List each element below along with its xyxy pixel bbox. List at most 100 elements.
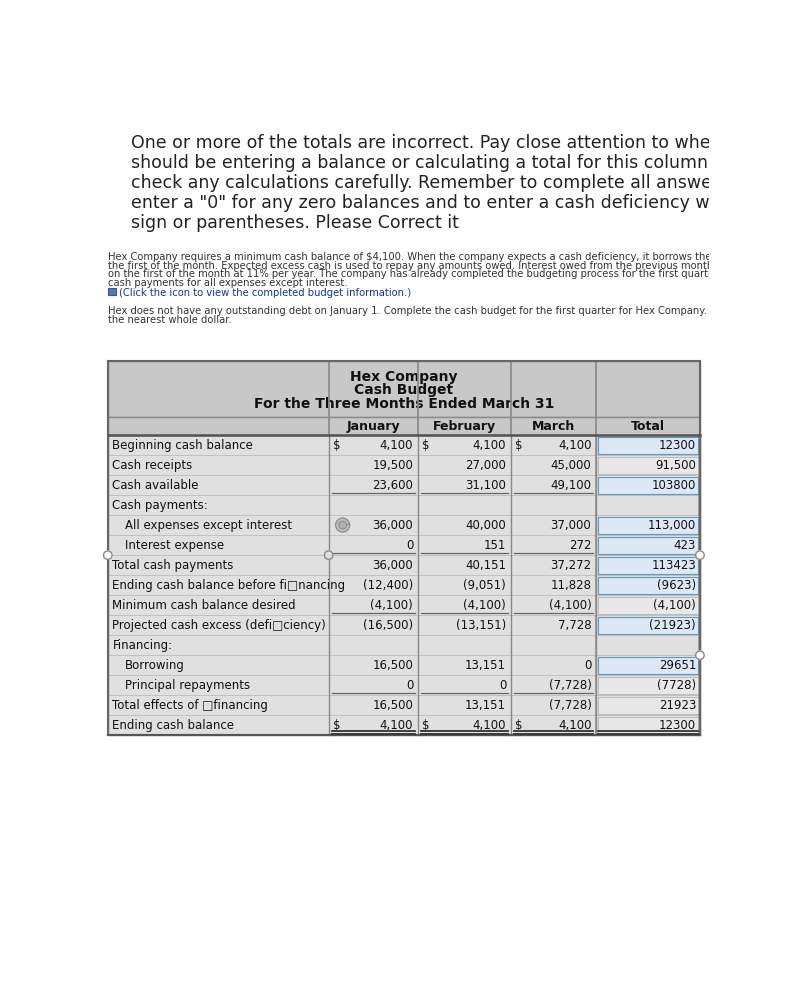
Text: 272: 272: [569, 538, 592, 551]
Text: (7,728): (7,728): [548, 699, 592, 711]
Text: the nearest whole dollar.: the nearest whole dollar.: [108, 315, 232, 325]
Text: 13,151: 13,151: [465, 699, 506, 711]
Text: (13,151): (13,151): [456, 618, 506, 631]
Text: 4,100: 4,100: [380, 439, 413, 452]
Circle shape: [696, 551, 704, 559]
Text: 12300: 12300: [659, 719, 696, 732]
Text: 49,100: 49,100: [550, 478, 592, 492]
Text: 4,100: 4,100: [473, 719, 506, 732]
Text: Borrowing: Borrowing: [125, 659, 184, 672]
Text: (4,100): (4,100): [653, 599, 696, 612]
Text: (16,500): (16,500): [363, 618, 413, 631]
Text: 4,100: 4,100: [380, 719, 413, 732]
Text: should be entering a balance or calculating a total for this column. Please: should be entering a balance or calculat…: [131, 154, 776, 172]
Text: Ending cash balance: Ending cash balance: [113, 719, 235, 732]
Text: 12300: 12300: [659, 439, 696, 452]
Bar: [598, 517, 698, 534]
Text: 4,100: 4,100: [558, 719, 592, 732]
Text: March: March: [532, 420, 575, 433]
Text: (4,100): (4,100): [370, 599, 413, 612]
Text: 0: 0: [499, 679, 506, 692]
Text: $: $: [422, 719, 430, 732]
Text: 103800: 103800: [652, 478, 696, 492]
Text: $: $: [333, 719, 341, 732]
Text: Minimum cash balance desired: Minimum cash balance desired: [113, 599, 296, 612]
Text: (7728): (7728): [657, 679, 696, 692]
Text: 37,000: 37,000: [551, 519, 592, 532]
Text: sign or parentheses. Please Correct it: sign or parentheses. Please Correct it: [131, 214, 459, 232]
Text: Financing:: Financing:: [113, 638, 173, 652]
Text: Cash Budget: Cash Budget: [355, 382, 453, 396]
Bar: [598, 437, 698, 453]
Bar: [598, 577, 698, 594]
Text: $: $: [515, 439, 523, 452]
Text: (12,400): (12,400): [363, 579, 413, 592]
Text: $: $: [333, 439, 341, 452]
Text: 13,151: 13,151: [465, 659, 506, 672]
Text: (9,051): (9,051): [463, 579, 506, 592]
Text: One or more of the totals are incorrect. Pay close attention to whether you: One or more of the totals are incorrect.…: [131, 134, 784, 152]
Bar: [108, 417, 700, 435]
Text: 4,100: 4,100: [558, 439, 592, 452]
Bar: [108, 435, 700, 735]
Text: 31,100: 31,100: [465, 478, 506, 492]
Text: Total cash payments: Total cash payments: [113, 558, 234, 572]
Circle shape: [103, 551, 112, 559]
Text: Projected cash excess (defi□ciency): Projected cash excess (defi□ciency): [113, 618, 326, 631]
Text: Hex Company: Hex Company: [350, 370, 458, 384]
Text: 19,500: 19,500: [372, 458, 413, 471]
Text: the first of the month. Expected excess cash is used to repay any amounts owed. : the first of the month. Expected excess …: [108, 261, 788, 271]
Text: 0: 0: [406, 538, 413, 551]
Text: Beginning cash balance: Beginning cash balance: [113, 439, 253, 452]
Text: All expenses except interest: All expenses except interest: [125, 519, 292, 532]
Text: 91,500: 91,500: [655, 458, 696, 471]
Text: February: February: [433, 420, 496, 433]
Text: Hex does not have any outstanding debt on January 1. Complete the cash budget fo: Hex does not have any outstanding debt o…: [108, 305, 788, 316]
Text: $: $: [515, 719, 523, 732]
Bar: [598, 677, 698, 694]
Text: cash payments for all expenses except interest.: cash payments for all expenses except in…: [108, 279, 348, 288]
Text: 40,000: 40,000: [466, 519, 506, 532]
Text: 113423: 113423: [651, 558, 696, 572]
Text: Total: Total: [631, 420, 665, 433]
Text: Interest expense: Interest expense: [125, 538, 224, 551]
Text: on the first of the month at 11% per year. The company has already completed the: on the first of the month at 11% per yea…: [108, 270, 788, 280]
Bar: [598, 556, 698, 574]
Bar: [598, 697, 698, 713]
Text: 21923: 21923: [659, 699, 696, 711]
Text: 113,000: 113,000: [648, 519, 696, 532]
Text: enter a "0" for any zero balances and to enter a cash deficiency with a minus: enter a "0" for any zero balances and to…: [131, 194, 788, 212]
Text: For the Three Months Ended March 31: For the Three Months Ended March 31: [254, 396, 554, 411]
Text: 7,728: 7,728: [558, 618, 592, 631]
Bar: [108, 288, 117, 294]
Bar: [598, 536, 698, 553]
Text: (21923): (21923): [649, 618, 696, 631]
Text: 4,100: 4,100: [473, 439, 506, 452]
Text: (Click the icon to view the completed budget information.): (Click the icon to view the completed bu…: [120, 288, 411, 298]
Text: (7,728): (7,728): [548, 679, 592, 692]
Text: 27,000: 27,000: [465, 458, 506, 471]
Circle shape: [339, 522, 347, 529]
Text: January: January: [347, 420, 400, 433]
Text: 23,600: 23,600: [372, 478, 413, 492]
Text: 16,500: 16,500: [372, 659, 413, 672]
Bar: [108, 361, 700, 417]
Text: 36,000: 36,000: [373, 519, 413, 532]
Text: Cash available: Cash available: [113, 478, 199, 492]
Text: 423: 423: [674, 538, 696, 551]
Text: Ending cash balance before fi□nancing: Ending cash balance before fi□nancing: [113, 579, 346, 592]
Text: Cash payments:: Cash payments:: [113, 499, 208, 512]
Bar: [598, 597, 698, 614]
Text: Hex Company requires a minimum cash balance of $4,100. When the company expects : Hex Company requires a minimum cash bala…: [108, 252, 788, 262]
Circle shape: [336, 518, 350, 533]
Text: $: $: [422, 439, 430, 452]
Text: 45,000: 45,000: [551, 458, 592, 471]
Bar: [598, 657, 698, 674]
Text: 0: 0: [406, 679, 413, 692]
Text: 151: 151: [484, 538, 506, 551]
Circle shape: [696, 651, 704, 659]
Text: 16,500: 16,500: [372, 699, 413, 711]
Text: 37,272: 37,272: [550, 558, 592, 572]
Circle shape: [325, 551, 333, 559]
Text: (9623): (9623): [657, 579, 696, 592]
